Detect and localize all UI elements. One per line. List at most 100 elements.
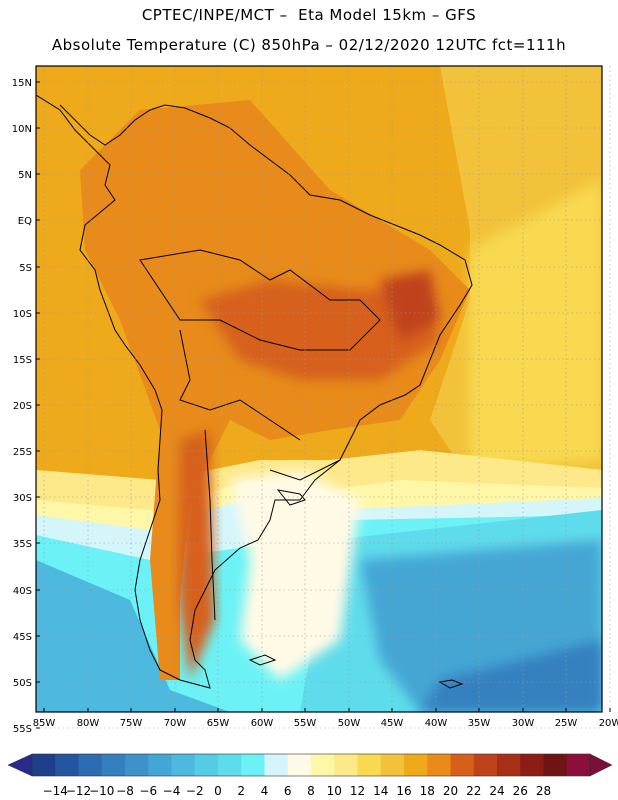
colorbar-swatch bbox=[171, 754, 196, 776]
colorbar: −14−12−10 −8 −6 −4 −2 0 2 4 6 8 10 12 14 16 18 20 22 24 26… bbox=[7, 753, 613, 798]
longitude-label: 40W bbox=[425, 718, 448, 729]
colorbar-label: −14 bbox=[43, 784, 68, 798]
field-andes-warm bbox=[178, 430, 215, 680]
field-continent-warm bbox=[80, 100, 470, 680]
longitude-label: 85W bbox=[33, 718, 56, 729]
colorbar-swatch bbox=[473, 754, 498, 776]
colorbar-swatch bbox=[287, 754, 312, 776]
chart-title-line1: CPTEC/INPE/MCT – Eta Model 15km – GFS bbox=[141, 6, 477, 24]
colorbar-under-arrow bbox=[7, 753, 33, 777]
latitude-labels: 15N 10N 5N EQ 5S 10S 15S 20S 25S 30S 35S 40S 45S 50S 5… bbox=[12, 78, 40, 735]
colorbar-label: 28 bbox=[536, 784, 551, 798]
field-plata-tongue bbox=[230, 470, 360, 680]
colorbar-swatch bbox=[380, 754, 405, 776]
latitude-label: 5S bbox=[19, 263, 32, 274]
colorbar-label: 20 bbox=[443, 784, 458, 798]
colorbar-label: 14 bbox=[373, 784, 388, 798]
longitude-label: 30W bbox=[512, 718, 535, 729]
longitude-label: 60W bbox=[251, 718, 274, 729]
latitude-label: 40S bbox=[13, 586, 32, 597]
field-pacific-blue bbox=[36, 560, 230, 712]
field-brazil-hotspot bbox=[380, 270, 440, 340]
latitude-label: 15N bbox=[12, 78, 32, 89]
latitude-label: 55S bbox=[13, 724, 32, 735]
longitude-label: 45W bbox=[381, 718, 404, 729]
latitude-label: 25S bbox=[13, 447, 32, 458]
latitude-label: 30S bbox=[13, 493, 32, 504]
latitude-label: 15S bbox=[13, 355, 32, 366]
longitude-label: 80W bbox=[77, 718, 100, 729]
colorbar-swatch bbox=[194, 754, 219, 776]
colorbar-frame bbox=[31, 753, 591, 777]
colorbar-label: −10 bbox=[89, 784, 114, 798]
colorbar-swatch bbox=[78, 754, 103, 776]
colorbar-swatch bbox=[566, 754, 591, 776]
longitude-label: 55W bbox=[294, 718, 317, 729]
latitude-label: 50S bbox=[13, 678, 32, 689]
chart-title-line2: Absolute Temperature (C) 850hPa – 02/12/… bbox=[51, 36, 567, 54]
colorbar-swatch bbox=[32, 754, 56, 776]
brazil-interior-border bbox=[139, 249, 381, 351]
colorbar-label: −4 bbox=[163, 784, 181, 798]
colorbar-swatch bbox=[404, 754, 428, 776]
latitude-label: EQ bbox=[18, 216, 32, 227]
plata-estuary bbox=[276, 489, 306, 506]
longitude-label: 25W bbox=[555, 718, 578, 729]
longitude-label: 20W bbox=[599, 718, 618, 729]
colorbar-label: 6 bbox=[284, 784, 292, 798]
longitude-label: 75W bbox=[120, 718, 143, 729]
longitude-label: 70W bbox=[164, 718, 187, 729]
falkland-islands-2 bbox=[248, 654, 277, 666]
colorbar-swatch bbox=[241, 754, 265, 776]
colorbar-label: 0 bbox=[214, 784, 222, 798]
uruguay-border bbox=[269, 459, 341, 481]
colorbar-label: −6 bbox=[139, 784, 157, 798]
colorbar-swatch bbox=[218, 754, 242, 776]
colorbar-swatch bbox=[334, 754, 358, 776]
colorbar-label: 4 bbox=[261, 784, 269, 798]
field-atlantic-yellow bbox=[470, 180, 602, 470]
colorbar-swatch bbox=[125, 754, 149, 776]
andes-border bbox=[204, 429, 216, 621]
colorbar-swatch bbox=[427, 754, 451, 776]
colorbar-over-arrow bbox=[589, 753, 613, 777]
latitude-label: 10N bbox=[12, 124, 32, 135]
map-frame bbox=[35, 65, 603, 713]
south-america-coast bbox=[36, 94, 473, 689]
colorbar-swatch bbox=[520, 754, 544, 776]
longitude-label: 65W bbox=[207, 718, 230, 729]
colorbar-swatch bbox=[148, 754, 172, 776]
latitude-label: 20S bbox=[13, 401, 32, 412]
colorbar-label: 26 bbox=[513, 784, 528, 798]
colorbar-swatch bbox=[311, 754, 335, 776]
colorbar-label: −8 bbox=[116, 784, 134, 798]
colorbar-label: 16 bbox=[396, 784, 411, 798]
temperature-field bbox=[36, 66, 602, 712]
coastlines bbox=[36, 94, 473, 689]
longitude-labels: 85W 80W 75W 70W 65W 60W 55W 50W 45W 40W 35W 30W 25W 2… bbox=[33, 708, 618, 729]
colorbar-swatch bbox=[543, 754, 568, 776]
colorbar-swatch bbox=[264, 754, 289, 776]
colorbar-label: 12 bbox=[350, 784, 365, 798]
latitude-label: 5N bbox=[18, 170, 32, 181]
longitude-label: 50W bbox=[338, 718, 361, 729]
latitude-label: 35S bbox=[13, 539, 32, 550]
field-atlantic-deep-blue bbox=[420, 640, 602, 712]
colorbar-label: 22 bbox=[466, 784, 481, 798]
bolivia-border bbox=[179, 329, 301, 441]
latitude-label: 45S bbox=[13, 632, 32, 643]
colorbar-swatch bbox=[497, 754, 521, 776]
colorbar-swatches bbox=[7, 753, 613, 777]
temperature-map: 15N 10N 5N EQ 5S 10S 15S 20S 25S 30S 35S 40S 45S 50S 5… bbox=[12, 65, 618, 735]
colorbar-label: 10 bbox=[327, 784, 342, 798]
colorbar-label: 24 bbox=[489, 784, 504, 798]
longitude-label: 35W bbox=[468, 718, 491, 729]
colorbar-label: −12 bbox=[66, 784, 91, 798]
falklands bbox=[438, 679, 464, 689]
colorbar-swatch bbox=[101, 754, 126, 776]
latitude-label: 10S bbox=[13, 309, 32, 320]
colorbar-swatch bbox=[55, 754, 79, 776]
colorbar-label: −2 bbox=[186, 784, 204, 798]
colorbar-label: 18 bbox=[420, 784, 435, 798]
field-brazil-hot bbox=[200, 280, 440, 380]
